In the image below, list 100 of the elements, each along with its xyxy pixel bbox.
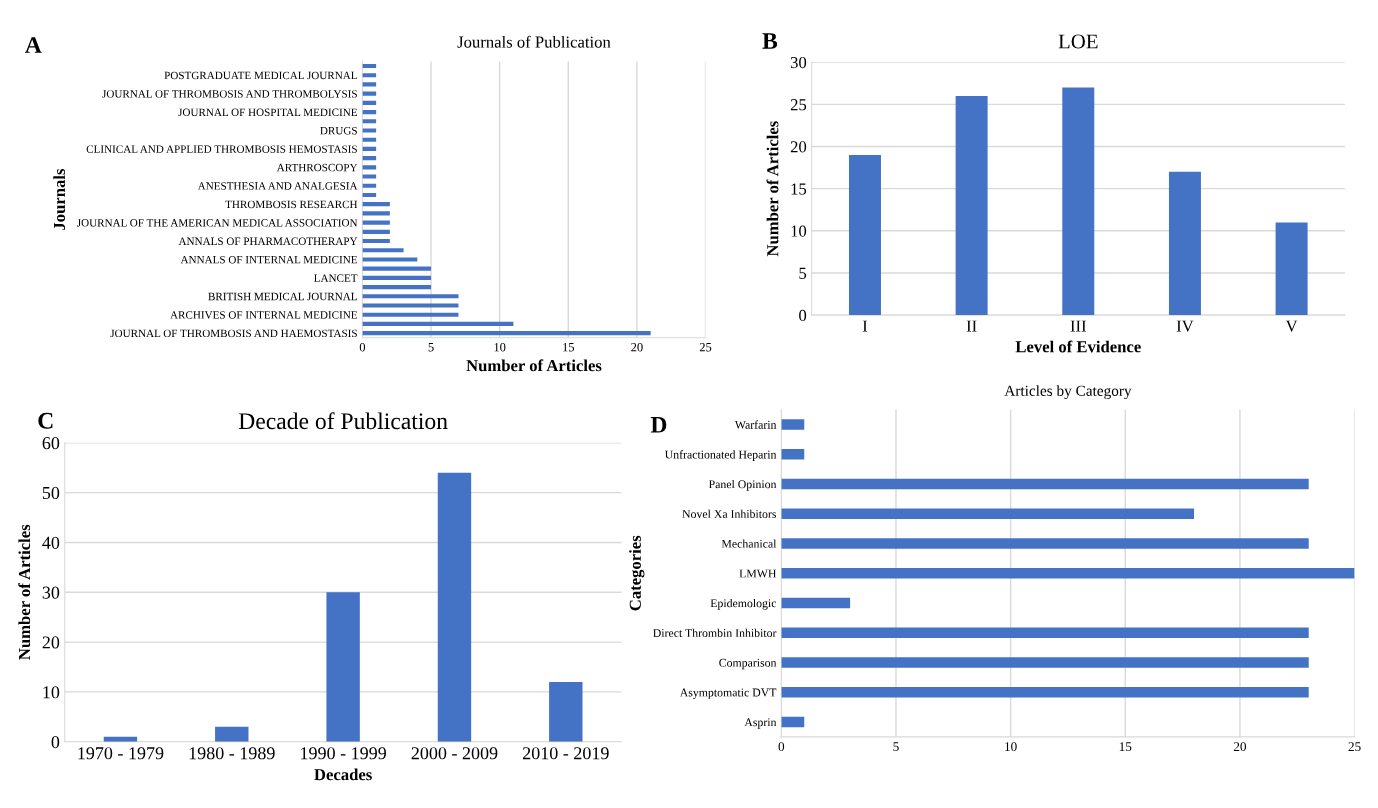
bar bbox=[362, 192, 377, 198]
x-tick-label: 25 bbox=[699, 343, 712, 352]
text: B bbox=[762, 33, 778, 49]
x-tick-label: 0 bbox=[359, 342, 366, 352]
bar bbox=[362, 110, 377, 115]
bar bbox=[781, 568, 1355, 579]
bar bbox=[362, 229, 390, 234]
bar bbox=[1062, 87, 1095, 316]
y-tick-label: Novel Xa Inhibitors bbox=[682, 509, 777, 518]
y-axis-title: Journals bbox=[53, 168, 66, 230]
y-tick-label: THROMBOSIS RESEARCH bbox=[225, 200, 358, 209]
x-tick-label: 15 bbox=[563, 343, 575, 352]
y-axis-title: Categories bbox=[629, 535, 645, 611]
x-tick-label: III bbox=[1070, 320, 1087, 332]
y-tick-label: BRITISH MEDICAL JOURNAL bbox=[208, 292, 357, 301]
x-tick-label: 0 bbox=[778, 742, 785, 752]
bar bbox=[1168, 171, 1201, 316]
bar bbox=[781, 687, 1309, 698]
text: C bbox=[38, 412, 53, 429]
y-tick-label: 20 bbox=[42, 636, 60, 649]
bar bbox=[437, 472, 472, 742]
x-tick-label: 1980 - 1989 bbox=[189, 747, 275, 760]
x-tick-label: 5 bbox=[428, 343, 434, 352]
y-axis-title: Number of Articles bbox=[18, 524, 31, 660]
bar bbox=[781, 627, 1309, 638]
bar bbox=[781, 716, 805, 728]
y-tick-label: 25 bbox=[790, 99, 807, 111]
bar bbox=[362, 248, 404, 253]
bar bbox=[362, 119, 377, 124]
y-tick-label: ANNALS OF PHARMACOTHERAPY bbox=[178, 237, 358, 245]
y-tick-label: Mechanical bbox=[721, 539, 777, 548]
x-tick-label: 5 bbox=[893, 742, 899, 752]
x-axis-title: Number of Articles bbox=[466, 359, 602, 372]
x-tick-label: 1990 - 1999 bbox=[301, 747, 387, 760]
y-tick-label: 40 bbox=[42, 536, 60, 549]
y-tick-label: JOURNAL OF THE AMERICAN MEDICAL ASSOCIATION bbox=[77, 219, 358, 227]
bar bbox=[781, 657, 1309, 668]
bar bbox=[362, 331, 651, 336]
x-tick-label: 2000 - 2009 bbox=[411, 747, 498, 760]
text: A bbox=[25, 37, 42, 53]
y-tick-label: POSTGRADUATE MEDICAL JOURNAL bbox=[164, 71, 357, 80]
bar bbox=[781, 419, 805, 430]
y-tick-label: JOURNAL OF THROMBOSIS AND THROMBOLYSIS bbox=[102, 90, 357, 98]
bar bbox=[362, 137, 377, 142]
x-axis-title: Level of Evidence bbox=[1015, 340, 1141, 353]
bar bbox=[362, 146, 377, 151]
bar bbox=[781, 508, 1195, 519]
y-tick-label: 30 bbox=[42, 586, 60, 599]
y-tick-label: ANESTHESIA AND ANALGESIA bbox=[197, 182, 358, 190]
bar bbox=[362, 257, 418, 262]
bar bbox=[362, 183, 377, 188]
bar bbox=[362, 100, 377, 105]
y-tick-label: 15 bbox=[791, 183, 807, 195]
y-tick-label: Comparison bbox=[719, 658, 777, 670]
y-tick-label: Unfractionated Heparin bbox=[664, 450, 777, 461]
y-tick-label: ARCHIVES OF INTERNAL MEDICINE bbox=[170, 311, 357, 319]
y-axis-title: Number of Articles bbox=[766, 121, 779, 257]
x-tick-label: 10 bbox=[1005, 742, 1017, 752]
x-tick-label: II bbox=[966, 320, 977, 332]
y-tick-label: 0 bbox=[799, 309, 807, 322]
y-tick-label: ANNALS OF INTERNAL MEDICINE bbox=[180, 255, 357, 264]
x-tick-label: 15 bbox=[1119, 742, 1132, 752]
chart-title: Decade of Publication bbox=[238, 412, 448, 430]
y-tick-label: Asprin bbox=[744, 718, 777, 729]
y-tick-label: LANCET bbox=[314, 274, 358, 282]
bar bbox=[362, 238, 390, 244]
bar bbox=[781, 538, 1309, 549]
y-tick-label: JOURNAL OF HOSPITAL MEDICINE bbox=[178, 108, 357, 117]
bar bbox=[362, 73, 377, 78]
bar bbox=[362, 275, 432, 280]
y-tick-label: Direct Thrombin Inhibitor bbox=[653, 628, 777, 637]
bar bbox=[781, 449, 805, 460]
bar bbox=[362, 211, 390, 216]
x-tick-label: 10 bbox=[494, 342, 506, 352]
x-tick-label: 25 bbox=[1348, 742, 1361, 752]
bar bbox=[362, 91, 377, 96]
x-tick-label: 20 bbox=[1233, 742, 1247, 752]
chart-title: LOE bbox=[1058, 34, 1098, 49]
bar bbox=[955, 95, 988, 316]
bar bbox=[362, 312, 459, 317]
bar bbox=[362, 174, 377, 179]
y-tick-label: Panel Opinion bbox=[708, 479, 777, 491]
y-tick-label: 20 bbox=[790, 141, 807, 153]
y-tick-label: CLINICAL AND APPLIED THROMBOSIS HEMOSTASIS bbox=[86, 145, 357, 153]
x-axis-title: Decades bbox=[314, 768, 372, 781]
chart-title: Journals of Publication bbox=[457, 35, 611, 48]
y-tick-label: 30 bbox=[790, 56, 807, 69]
y-tick-label: 10 bbox=[791, 225, 807, 237]
bar bbox=[362, 63, 377, 69]
bar bbox=[362, 165, 377, 170]
bar bbox=[215, 726, 249, 742]
y-tick-label: Asymptomatic DVT bbox=[679, 688, 777, 699]
bar bbox=[362, 285, 432, 290]
x-tick-label: 1970 - 1979 bbox=[78, 747, 164, 760]
y-tick-label: 10 bbox=[43, 686, 60, 699]
y-tick-label: LMWH bbox=[739, 569, 777, 578]
bar bbox=[781, 597, 851, 609]
bar bbox=[326, 592, 360, 742]
bar bbox=[362, 294, 459, 299]
y-tick-label: ARTHROSCOPY bbox=[276, 163, 358, 172]
